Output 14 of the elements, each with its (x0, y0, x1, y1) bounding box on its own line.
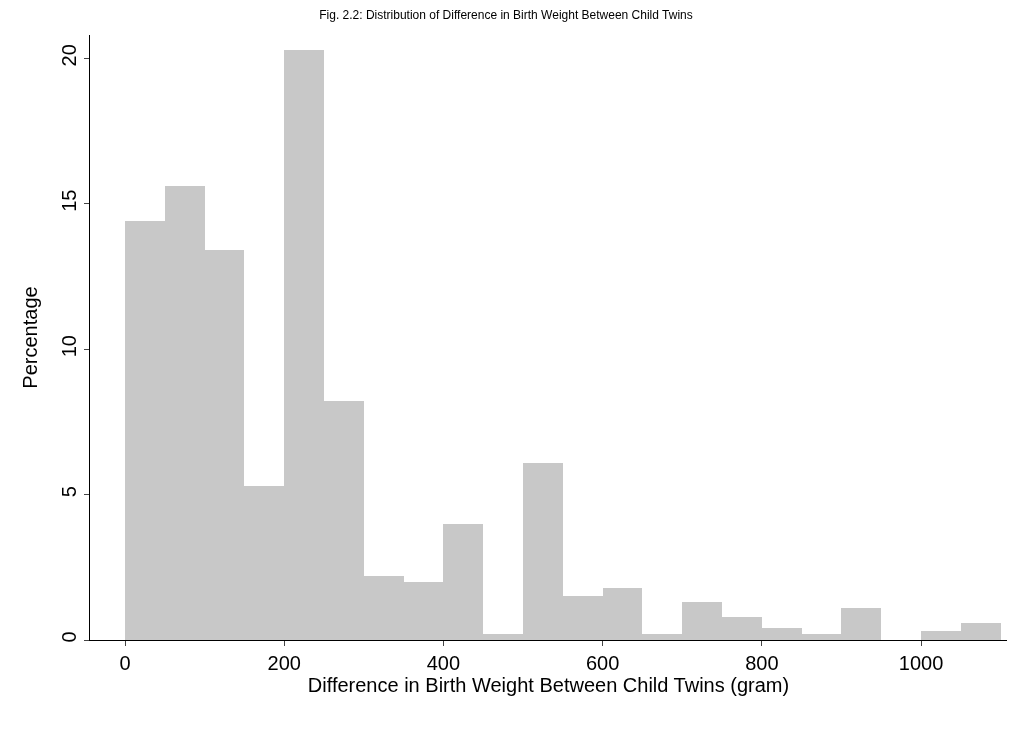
x-tick-label: 200 (267, 652, 301, 674)
y-tick-label: 0 (58, 631, 80, 643)
chart-title: Fig. 2.2: Distribution of Difference in Birth Weight Between Child Twins (319, 8, 693, 23)
y-tick-label: 15 (58, 189, 80, 212)
y-tick-label: 20 (58, 44, 80, 67)
x-tick-label: 0 (119, 652, 131, 674)
x-tick-label: 600 (585, 652, 620, 674)
y-axis-title: Percentage (18, 286, 41, 389)
x-tick-label: 1000 (898, 652, 944, 674)
y-tick-label: 10 (58, 335, 80, 358)
x-tick-label: 400 (426, 652, 461, 674)
y-tick-label: 5 (58, 486, 80, 498)
x-axis-title: Difference in Birth Weight Between Child Twins (gram) (307, 674, 790, 696)
x-tick-label: 800 (745, 652, 779, 674)
